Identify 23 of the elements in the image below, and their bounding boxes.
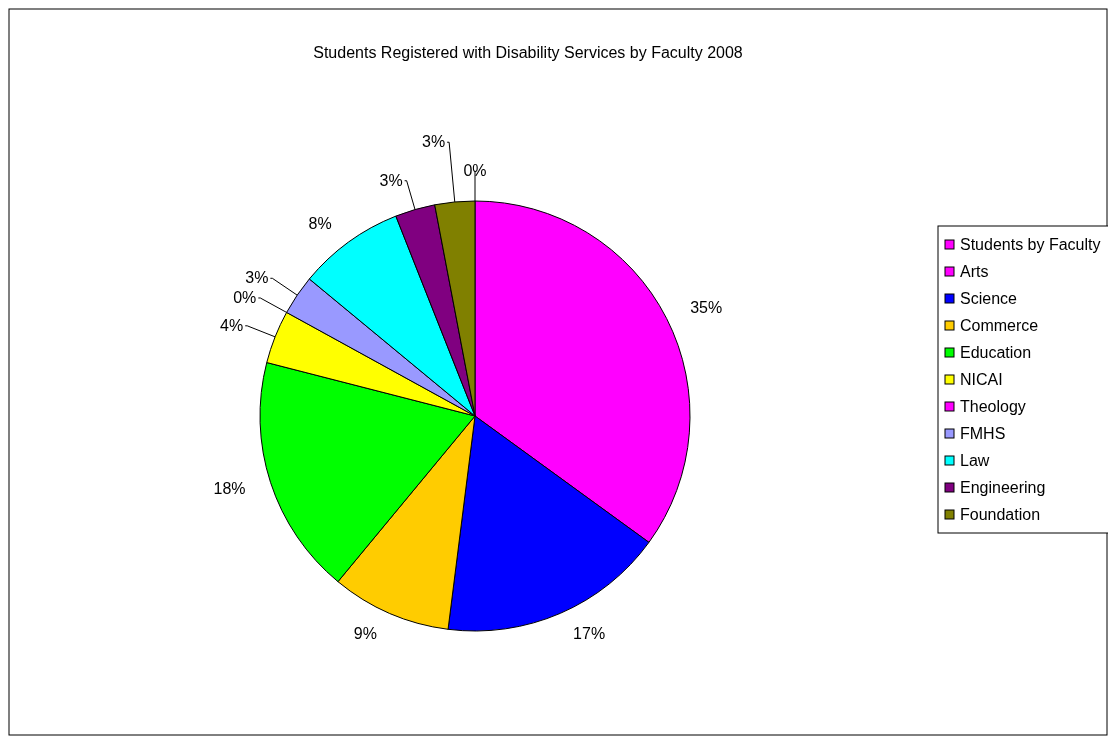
text: 0%	[463, 162, 487, 179]
data-label: 3%	[422, 133, 446, 151]
legend-label: Students by Faculty	[960, 236, 1101, 253]
legend-label: Commerce	[960, 317, 1039, 334]
legend-label: Law	[960, 452, 990, 469]
data-label: 3%	[245, 269, 269, 287]
data-label: 18%	[213, 480, 246, 498]
data-label: 8%	[308, 215, 332, 233]
legend-label: Theology	[960, 398, 1026, 415]
data-label: 35%	[690, 299, 723, 317]
data-label: 3%	[379, 171, 403, 189]
data-label: 9%	[353, 624, 377, 642]
data-label: 17%	[573, 624, 606, 642]
legend-label: Education	[960, 344, 1032, 361]
legend-label: Arts	[960, 263, 989, 280]
legend-label: Science	[960, 290, 1018, 307]
legend-label: FMHS	[960, 425, 1006, 442]
legend-label: Engineering	[960, 479, 1046, 496]
data-label: 4%	[220, 316, 244, 334]
legend-label: NICAI	[960, 371, 1003, 388]
chart-title: Students Registered with Disability Services by Faculty 2008	[313, 44, 743, 61]
text: 0%	[233, 288, 257, 306]
legend-label: Foundation	[960, 506, 1041, 523]
